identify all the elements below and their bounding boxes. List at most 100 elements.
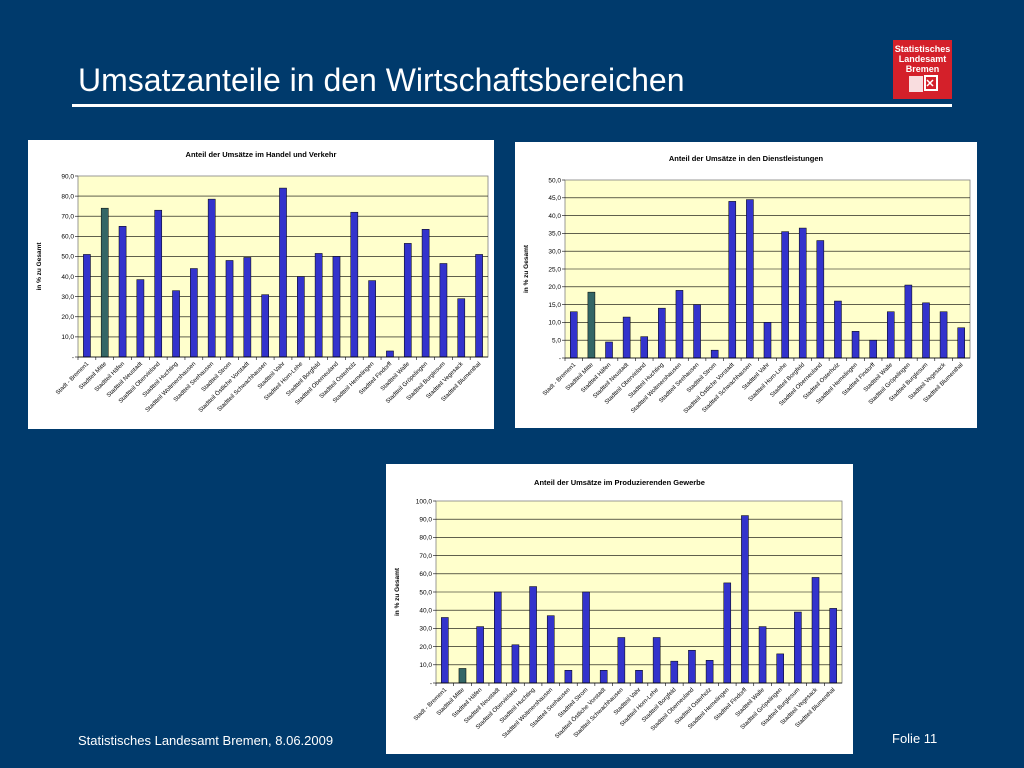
bar: [314, 253, 323, 358]
y-tick-label: 50,0: [548, 177, 561, 184]
chart-title: Anteil der Umsätze im Produzierenden Gew…: [534, 478, 705, 487]
chart-produzierendes-gewerbe: Anteil der Umsätze im Produzierenden Gew…: [394, 478, 843, 740]
bar: [546, 615, 555, 684]
bar: [457, 298, 466, 358]
y-tick-label: 40,0: [61, 274, 74, 281]
bar: [798, 227, 807, 359]
bar: [728, 201, 737, 359]
y-tick-label: 80,0: [419, 535, 432, 542]
bar: [816, 240, 825, 359]
y-tick-label: -: [430, 680, 432, 687]
y-tick-label: 5,0: [552, 338, 561, 345]
bar: [652, 637, 661, 684]
bar: [297, 276, 305, 358]
bar: [368, 280, 376, 358]
logo-line-3: Bremen: [905, 64, 940, 74]
bar: [741, 515, 749, 684]
bar: [243, 257, 252, 358]
y-tick-label: 25,0: [548, 266, 561, 273]
chart-panel-handel: Anteil der Umsätze im Handel und Verkehr…: [28, 140, 494, 429]
bar: [781, 231, 789, 359]
bar: [494, 591, 502, 684]
bar: [705, 660, 714, 684]
bar: [829, 608, 837, 684]
bar: [617, 637, 626, 684]
bar: [834, 300, 842, 359]
bar: [154, 209, 163, 358]
bar: [957, 327, 965, 359]
y-tick-label: 30,0: [419, 626, 432, 633]
chart-title: Anteil der Umsätze in den Dienstleistung…: [669, 154, 824, 163]
y-tick-label: 80,0: [61, 193, 74, 200]
bar: [758, 626, 767, 684]
chart-title: Anteil der Umsätze im Handel und Verkehr: [186, 150, 337, 159]
bar: [458, 668, 467, 684]
bar: [851, 331, 860, 359]
bar: [675, 290, 684, 359]
logo-line-1: Statistisches: [894, 44, 951, 54]
slide-title: Umsatzanteile in den Wirtschaftsbereiche…: [78, 62, 685, 98]
y-tick-label: 40,0: [419, 608, 432, 615]
y-tick-label: 35,0: [548, 231, 561, 238]
bar: [658, 307, 666, 359]
y-tick-label: 40,0: [548, 213, 561, 220]
bremen-key-icon: [909, 75, 938, 92]
bar: [403, 243, 412, 358]
bar: [794, 611, 802, 684]
y-tick-label: 30,0: [61, 294, 74, 301]
bar: [723, 582, 732, 684]
chart-handel-verkehr: Anteil der Umsätze im Handel und Verkehr…: [36, 150, 489, 414]
bar: [529, 586, 537, 684]
y-tick-label: 90,0: [61, 173, 74, 180]
bar: [564, 670, 573, 684]
y-tick-label: 50,0: [61, 254, 74, 261]
bar: [763, 322, 772, 359]
bar: [922, 302, 930, 359]
y-tick-label: 20,0: [419, 644, 432, 651]
bar: [118, 226, 127, 358]
y-tick-label: 60,0: [61, 234, 74, 241]
y-tick-label: 15,0: [548, 302, 561, 309]
bar: [439, 263, 448, 358]
chart-panel-produzierendes-gewerbe: Anteil der Umsätze im Produzierenden Gew…: [386, 464, 853, 754]
logo-statistisches-landesamt: Statistisches Landesamt Bremen: [893, 40, 952, 99]
chart-panel-dienstleistungen: Anteil der Umsätze in den Dienstleistung…: [515, 142, 977, 428]
bar: [939, 311, 948, 359]
logo-line-2: Landesamt: [898, 54, 947, 64]
bar: [587, 291, 596, 359]
bar: [693, 304, 701, 359]
bar: [100, 207, 109, 358]
y-tick-label: 60,0: [419, 571, 432, 578]
bar: [279, 187, 287, 358]
bar: [710, 349, 719, 359]
y-tick-label: 45,0: [548, 195, 561, 202]
bar: [599, 670, 608, 684]
y-tick-label: 90,0: [419, 517, 432, 524]
y-axis-label: in % zu Gesamt: [36, 242, 43, 291]
bar: [475, 254, 483, 358]
bar: [421, 229, 430, 358]
y-tick-label: 10,0: [419, 662, 432, 669]
y-tick-label: 70,0: [61, 214, 74, 221]
bar: [605, 341, 613, 359]
footer-source: Statistisches Landesamt Bremen, 8.06.200…: [78, 733, 334, 748]
bar: [688, 649, 696, 684]
bar: [476, 626, 484, 684]
bar: [869, 339, 877, 359]
bar: [670, 660, 679, 684]
y-tick-label: -: [559, 355, 561, 362]
y-tick-label: 20,0: [61, 314, 74, 321]
bar: [811, 577, 820, 684]
y-tick-label: 50,0: [419, 589, 432, 596]
bar: [635, 670, 643, 684]
page-number: Folie 11: [892, 731, 938, 746]
y-tick-label: 70,0: [419, 553, 432, 560]
bar: [570, 311, 578, 359]
bar: [83, 254, 91, 358]
bar: [904, 284, 913, 359]
bar: [172, 290, 180, 358]
bar: [261, 294, 269, 358]
bar: [441, 617, 449, 684]
y-tick-label: 20,0: [548, 284, 561, 291]
bar: [511, 644, 520, 684]
